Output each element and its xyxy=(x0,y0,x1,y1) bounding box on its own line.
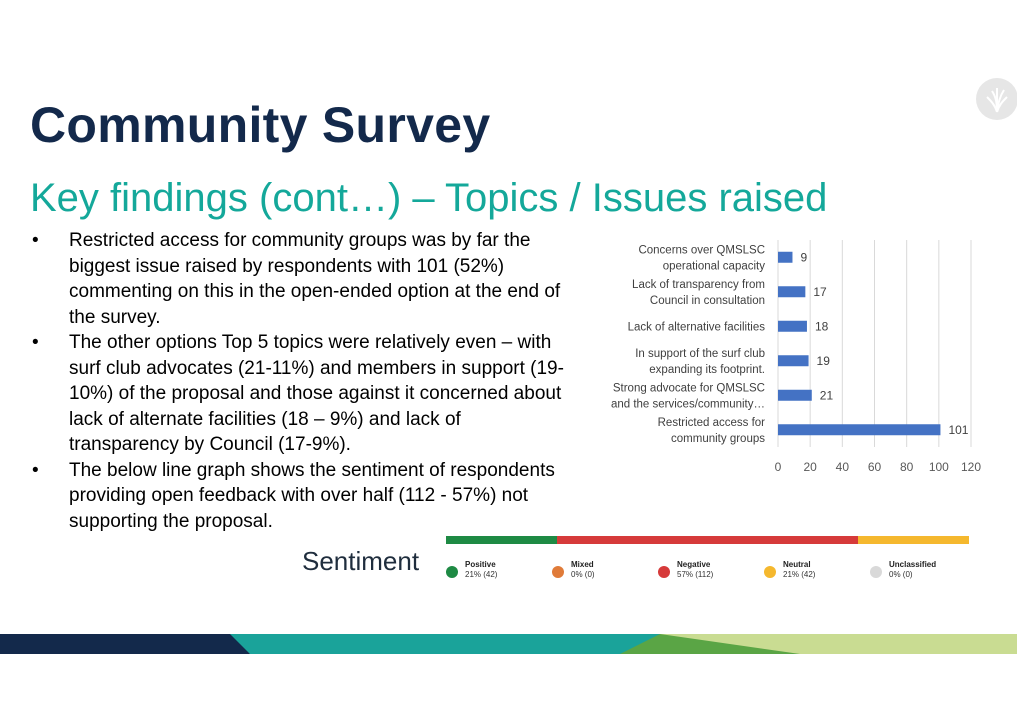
bar xyxy=(778,286,806,298)
page-title: Community Survey xyxy=(30,97,491,153)
category-label: Council in consultation xyxy=(650,295,765,307)
finding-text: Restricted access for community groups w… xyxy=(69,230,561,328)
legend-text: Mixed 0% (0) xyxy=(571,560,595,580)
legend-value: 21% (42) xyxy=(783,570,816,579)
data-label: 9 xyxy=(800,250,807,264)
sentiment-segment xyxy=(858,536,969,544)
legend-name: Unclassified xyxy=(889,560,937,569)
footer-navy-stripe xyxy=(0,634,250,654)
leaf-logo-icon xyxy=(976,78,1017,120)
bullet-icon: • xyxy=(32,332,39,353)
legend-dot-icon xyxy=(658,566,670,578)
leaf-logo-shape xyxy=(986,88,1008,113)
sentiment-legend-item: Unclassified 0% (0) xyxy=(870,560,936,580)
legend-text: Neutral 21% (42) xyxy=(783,560,815,580)
x-tick-label: 80 xyxy=(900,460,914,474)
legend-value: 0% (0) xyxy=(571,570,595,579)
bullet-icon: • xyxy=(32,459,39,481)
data-label: 17 xyxy=(813,285,827,299)
category-label: Lack of transparency from xyxy=(632,279,765,291)
x-tick-label: 60 xyxy=(868,460,882,474)
findings-list: • Restricted access for community groups… xyxy=(32,228,572,534)
sentiment-legend: Positive 21% (42) Mixed 0% (0) Negative 57% (… xyxy=(446,560,969,588)
page-subtitle: Key findings (cont…) – Topics / Issues r… xyxy=(30,176,828,220)
bar xyxy=(778,320,807,332)
sentiment-segment xyxy=(556,536,859,544)
bar xyxy=(778,251,793,263)
legend-value: 0% (0) xyxy=(889,570,913,579)
category-label: operational capacity xyxy=(663,260,766,272)
legend-name: Positive xyxy=(465,560,496,569)
finding-item: • The below line graph shows the sentime… xyxy=(32,458,572,535)
topics-bar-chart: 0 20 40 60 80 100 120 9 Concerns over QMSLSC oper… xyxy=(611,240,981,474)
legend-dot-icon xyxy=(552,566,564,578)
x-tick-label: 0 xyxy=(775,460,782,474)
sentiment-stacked-bar xyxy=(446,536,969,544)
x-tick-label: 100 xyxy=(929,460,949,474)
sentiment-title: Sentiment xyxy=(302,546,420,576)
finding-text: The other options Top 5 topics were rela… xyxy=(69,332,564,455)
x-tick-label: 20 xyxy=(803,460,817,474)
category-label: Lack of alternative facilities xyxy=(628,321,766,333)
category-label: Strong advocate for QMSLSC xyxy=(613,382,765,394)
category-label: expanding its footprint. xyxy=(649,364,765,376)
legend-value: 57% (112) xyxy=(677,570,714,579)
data-label: 18 xyxy=(815,319,829,333)
finding-item: • Restricted access for community groups… xyxy=(32,228,572,330)
sentiment-legend-item: Mixed 0% (0) xyxy=(552,560,595,580)
x-tick-label: 120 xyxy=(961,460,981,474)
category-label: In support of the surf club xyxy=(635,348,765,360)
category-label: Concerns over QMSLSC xyxy=(638,244,765,256)
footer-band xyxy=(0,634,1017,654)
legend-value: 21% (42) xyxy=(465,570,498,579)
bar xyxy=(778,389,812,401)
legend-name: Negative xyxy=(677,560,711,569)
legend-dot-icon xyxy=(764,566,776,578)
data-label: 101 xyxy=(948,423,968,437)
legend-dot-icon xyxy=(446,566,458,578)
legend-text: Positive 21% (42) xyxy=(465,560,497,580)
legend-text: Unclassified 0% (0) xyxy=(889,560,936,580)
legend-dot-icon xyxy=(870,566,882,578)
footer-teal-stripe xyxy=(220,634,660,654)
finding-item: • The other options Top 5 topics were re… xyxy=(32,330,572,458)
bar xyxy=(778,424,941,436)
bullet-icon: • xyxy=(32,230,39,251)
category-label: community groups xyxy=(671,433,765,445)
finding-text: The below line graph shows the sentiment… xyxy=(69,459,555,532)
sentiment-legend-item: Neutral 21% (42) xyxy=(764,560,815,580)
x-tick-label: 40 xyxy=(836,460,850,474)
bar xyxy=(778,355,809,367)
sentiment-legend-item: Positive 21% (42) xyxy=(446,560,497,580)
legend-text: Negative 57% (112) xyxy=(677,560,713,580)
category-label: and the services/community… xyxy=(611,398,765,410)
legend-name: Neutral xyxy=(783,560,811,569)
sentiment-legend-item: Negative 57% (112) xyxy=(658,560,713,580)
category-label: Restricted access for xyxy=(658,417,766,429)
legend-name: Mixed xyxy=(571,560,594,569)
data-label: 19 xyxy=(817,354,831,368)
data-label: 21 xyxy=(820,388,834,402)
sentiment-segment xyxy=(446,536,557,544)
